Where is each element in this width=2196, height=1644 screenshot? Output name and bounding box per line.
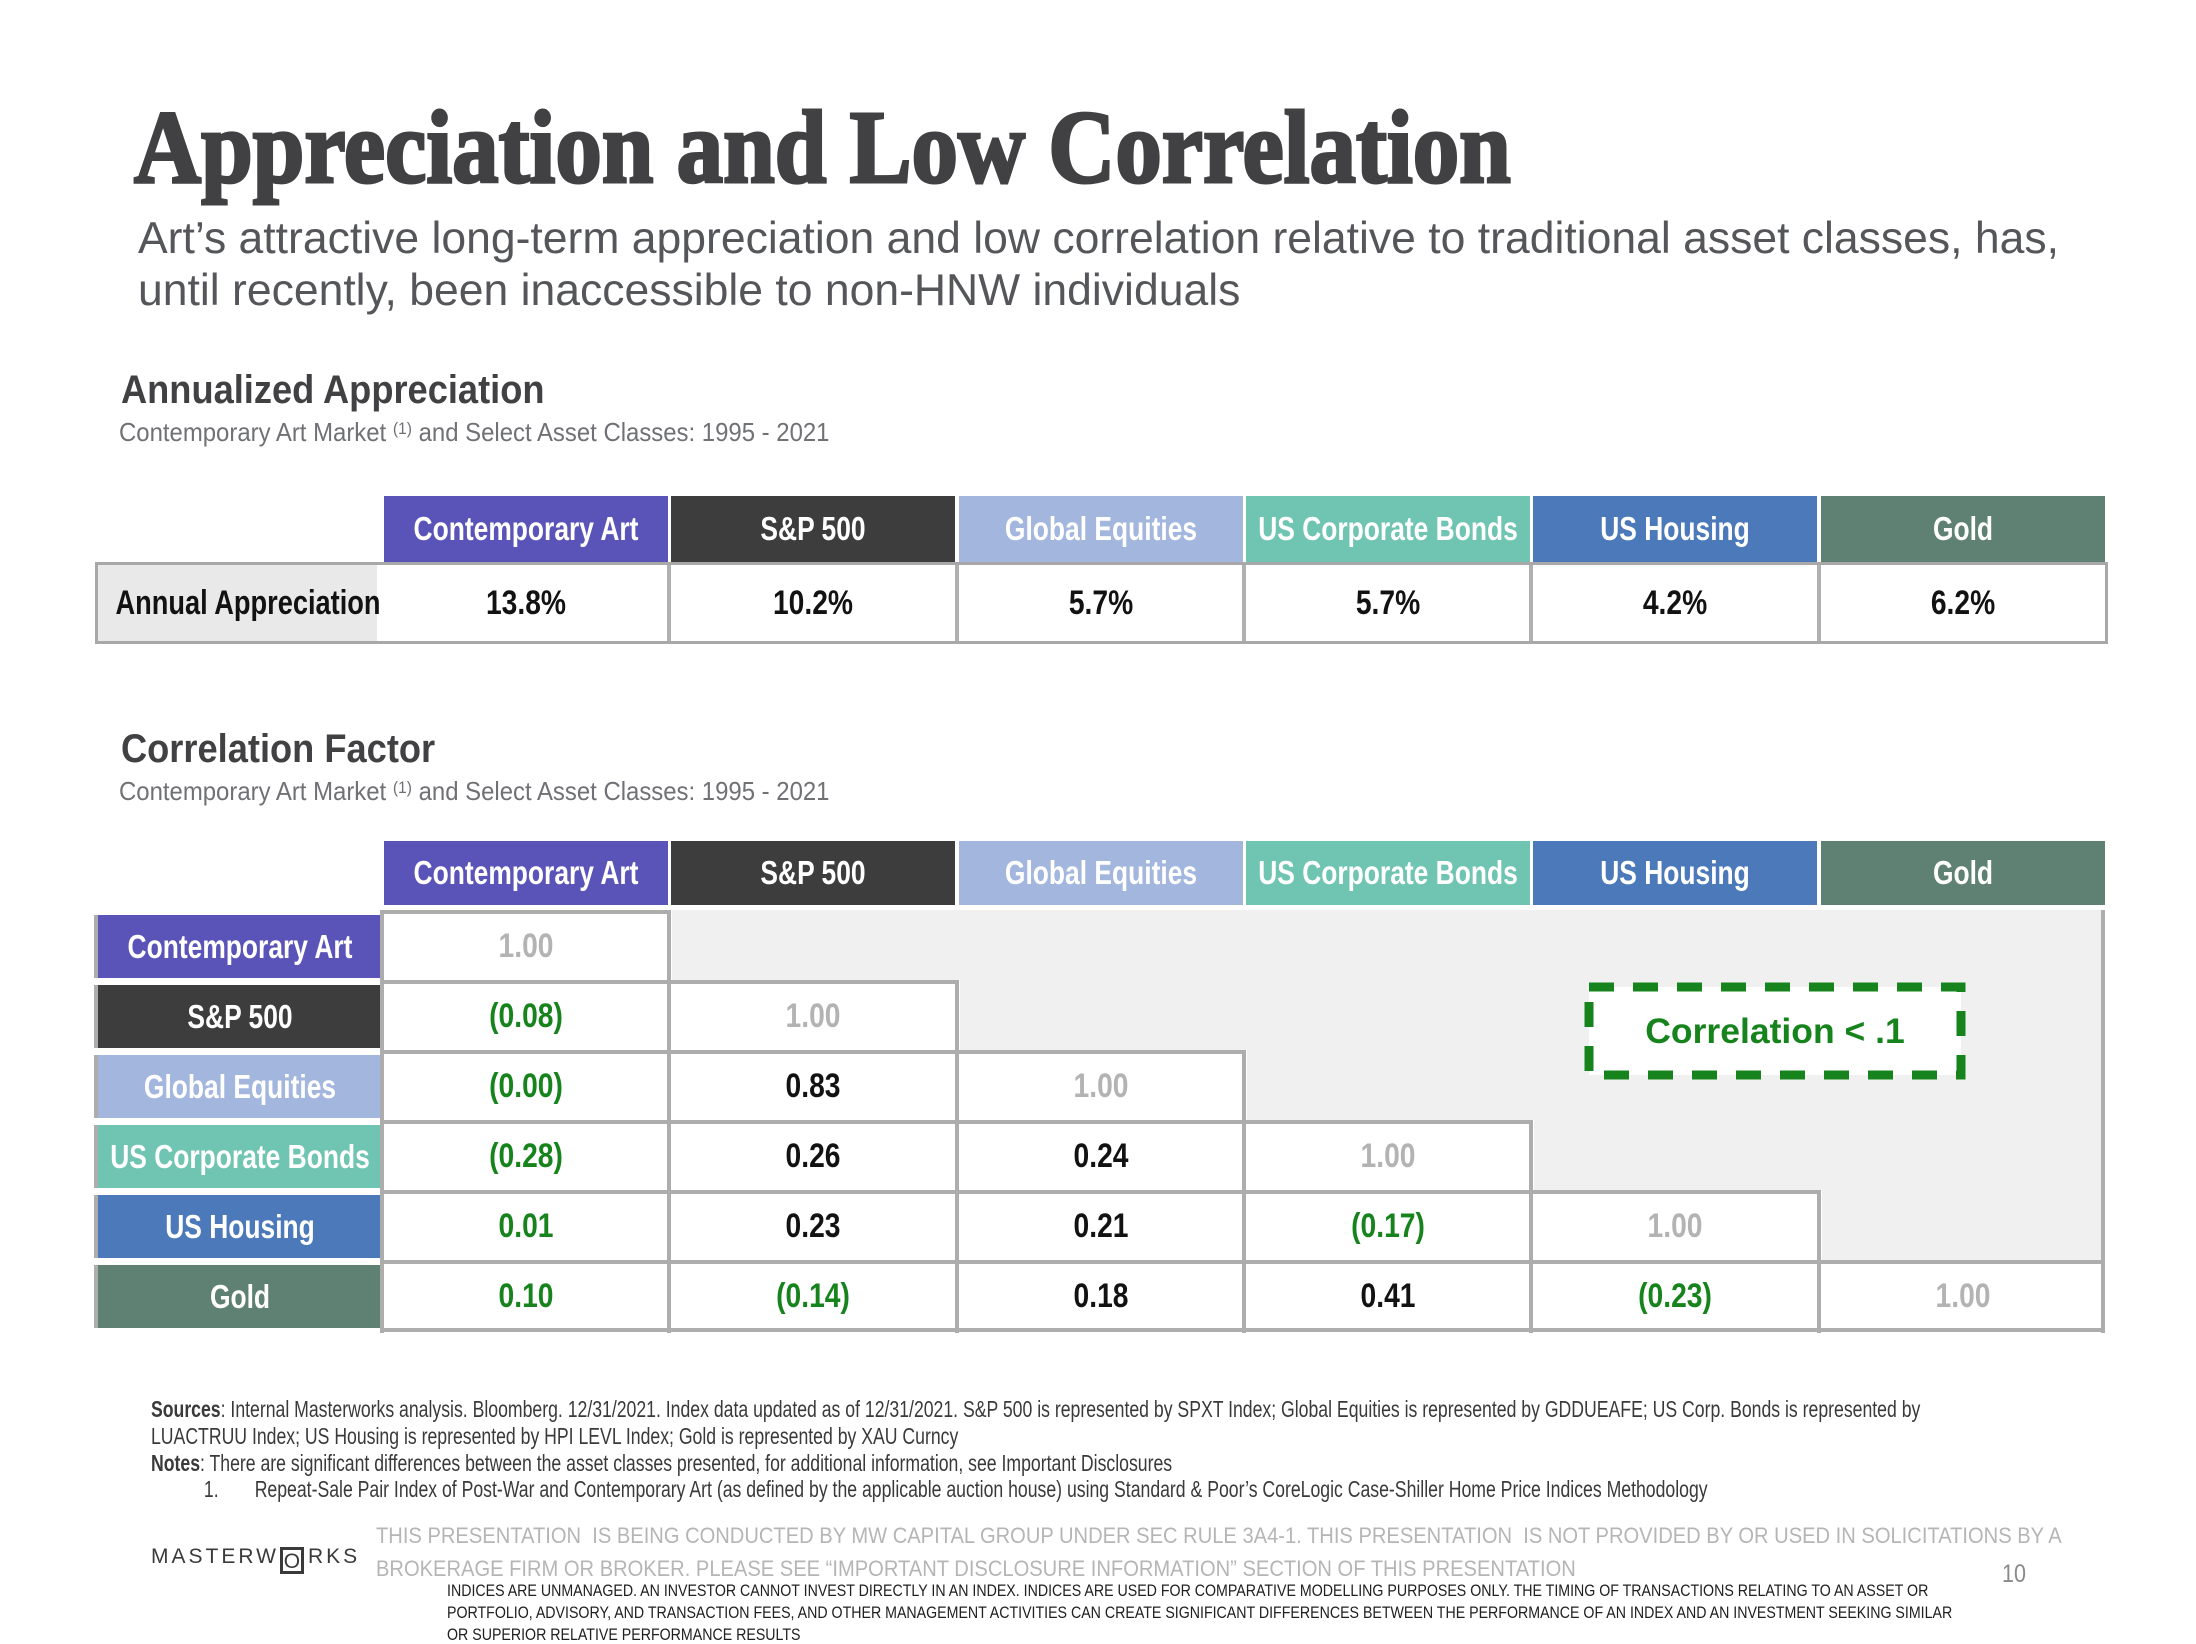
svg-text:Correlation < .1: Correlation < .1	[1645, 1011, 1904, 1051]
